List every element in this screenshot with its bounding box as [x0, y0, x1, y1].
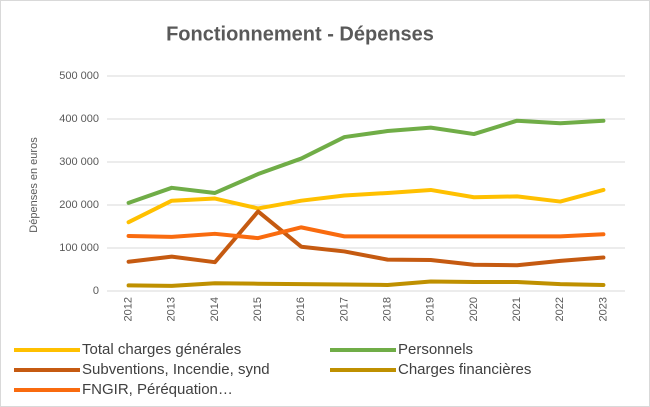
x-tick-label: 2016: [295, 297, 307, 321]
series-line: [126, 118, 606, 205]
x-tick-label: 2020: [468, 297, 480, 321]
legend-label: FNGIR, Péréquation…: [82, 381, 233, 398]
series-line: [126, 279, 606, 288]
x-tick-label: 2017: [338, 297, 350, 321]
x-tick-label: 2012: [122, 297, 134, 321]
x-tick-label: 2022: [554, 297, 566, 321]
y-tick-label: 300 000: [59, 156, 99, 168]
y-tick-label: 0: [93, 285, 99, 297]
x-tick-label: 2015: [252, 297, 264, 321]
series-line: [126, 187, 606, 225]
x-tick-label: 2023: [597, 297, 609, 321]
x-tick-label: 2013: [166, 297, 178, 321]
legend-label: Total charges générales: [82, 341, 241, 358]
y-tick-label: 100 000: [59, 242, 99, 254]
x-tick-label: 2019: [425, 297, 437, 321]
y-tick-label: 500 000: [59, 70, 99, 82]
series-line: [126, 225, 606, 241]
legend-label: Personnels: [398, 341, 473, 358]
y-axis-label: Dépenses en euros: [28, 137, 40, 233]
legend-label: Charges financières: [398, 361, 531, 378]
y-tick-label: 200 000: [59, 199, 99, 211]
chart-title: Fonctionnement - Dépenses: [166, 23, 434, 45]
x-tick-label: 2021: [511, 297, 523, 321]
y-tick-label: 400 000: [59, 113, 99, 125]
x-tick-label: 2014: [209, 297, 221, 321]
x-tick-label: 2018: [381, 297, 393, 321]
legend-label: Subventions, Incendie, synd: [82, 361, 270, 378]
series-line: [126, 209, 606, 268]
